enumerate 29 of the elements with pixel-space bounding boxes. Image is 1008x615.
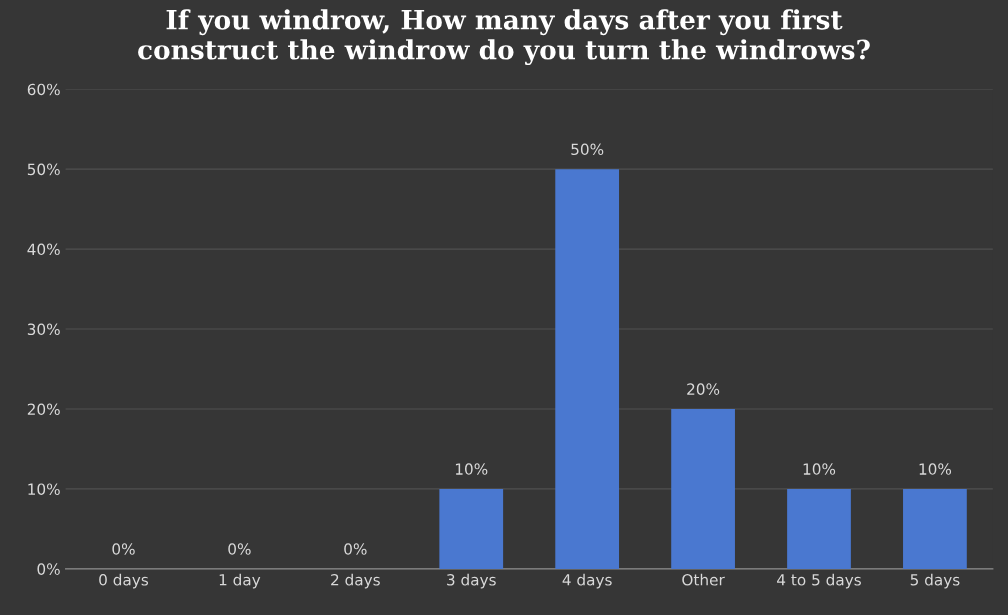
- bar: [903, 488, 967, 569]
- chart-title: If you windrow, How many days after you first construct the windrow do you turn the windrows?: [138, 9, 870, 66]
- bar: [787, 488, 851, 569]
- x-tick-label: 1 day: [219, 573, 261, 589]
- data-label: 10%: [803, 463, 836, 475]
- data-label: 20%: [687, 383, 720, 395]
- x-tick-label: 2 days: [331, 573, 380, 589]
- y-tick-label: 30%: [27, 323, 60, 336]
- data-label: 50%: [571, 143, 604, 156]
- x-tick-label: 4 to 5 days: [777, 573, 861, 589]
- data-label: 10%: [919, 463, 952, 475]
- y-tick-label: 60%: [27, 83, 60, 96]
- data-label: 0%: [344, 543, 367, 555]
- x-tick-label: 5 days: [910, 573, 960, 589]
- y-tick-label: 20%: [27, 403, 60, 415]
- y-tick-label: 10%: [28, 483, 60, 495]
- bar: [439, 488, 504, 569]
- x-tick-label: 4 days: [562, 573, 612, 589]
- x-tick-label: Other: [682, 573, 725, 586]
- bar: [555, 169, 620, 569]
- data-label: 0%: [228, 543, 251, 555]
- data-label: 0%: [112, 543, 135, 555]
- y-tick-label: 0%: [37, 563, 60, 575]
- bar: [671, 408, 735, 569]
- data-label: 10%: [455, 463, 488, 475]
- x-tick-label: 0 days: [99, 573, 149, 589]
- y-tick-label: 40%: [27, 243, 60, 256]
- x-tick-label: 3 days: [447, 573, 496, 589]
- y-tick-label: 50%: [27, 163, 60, 176]
